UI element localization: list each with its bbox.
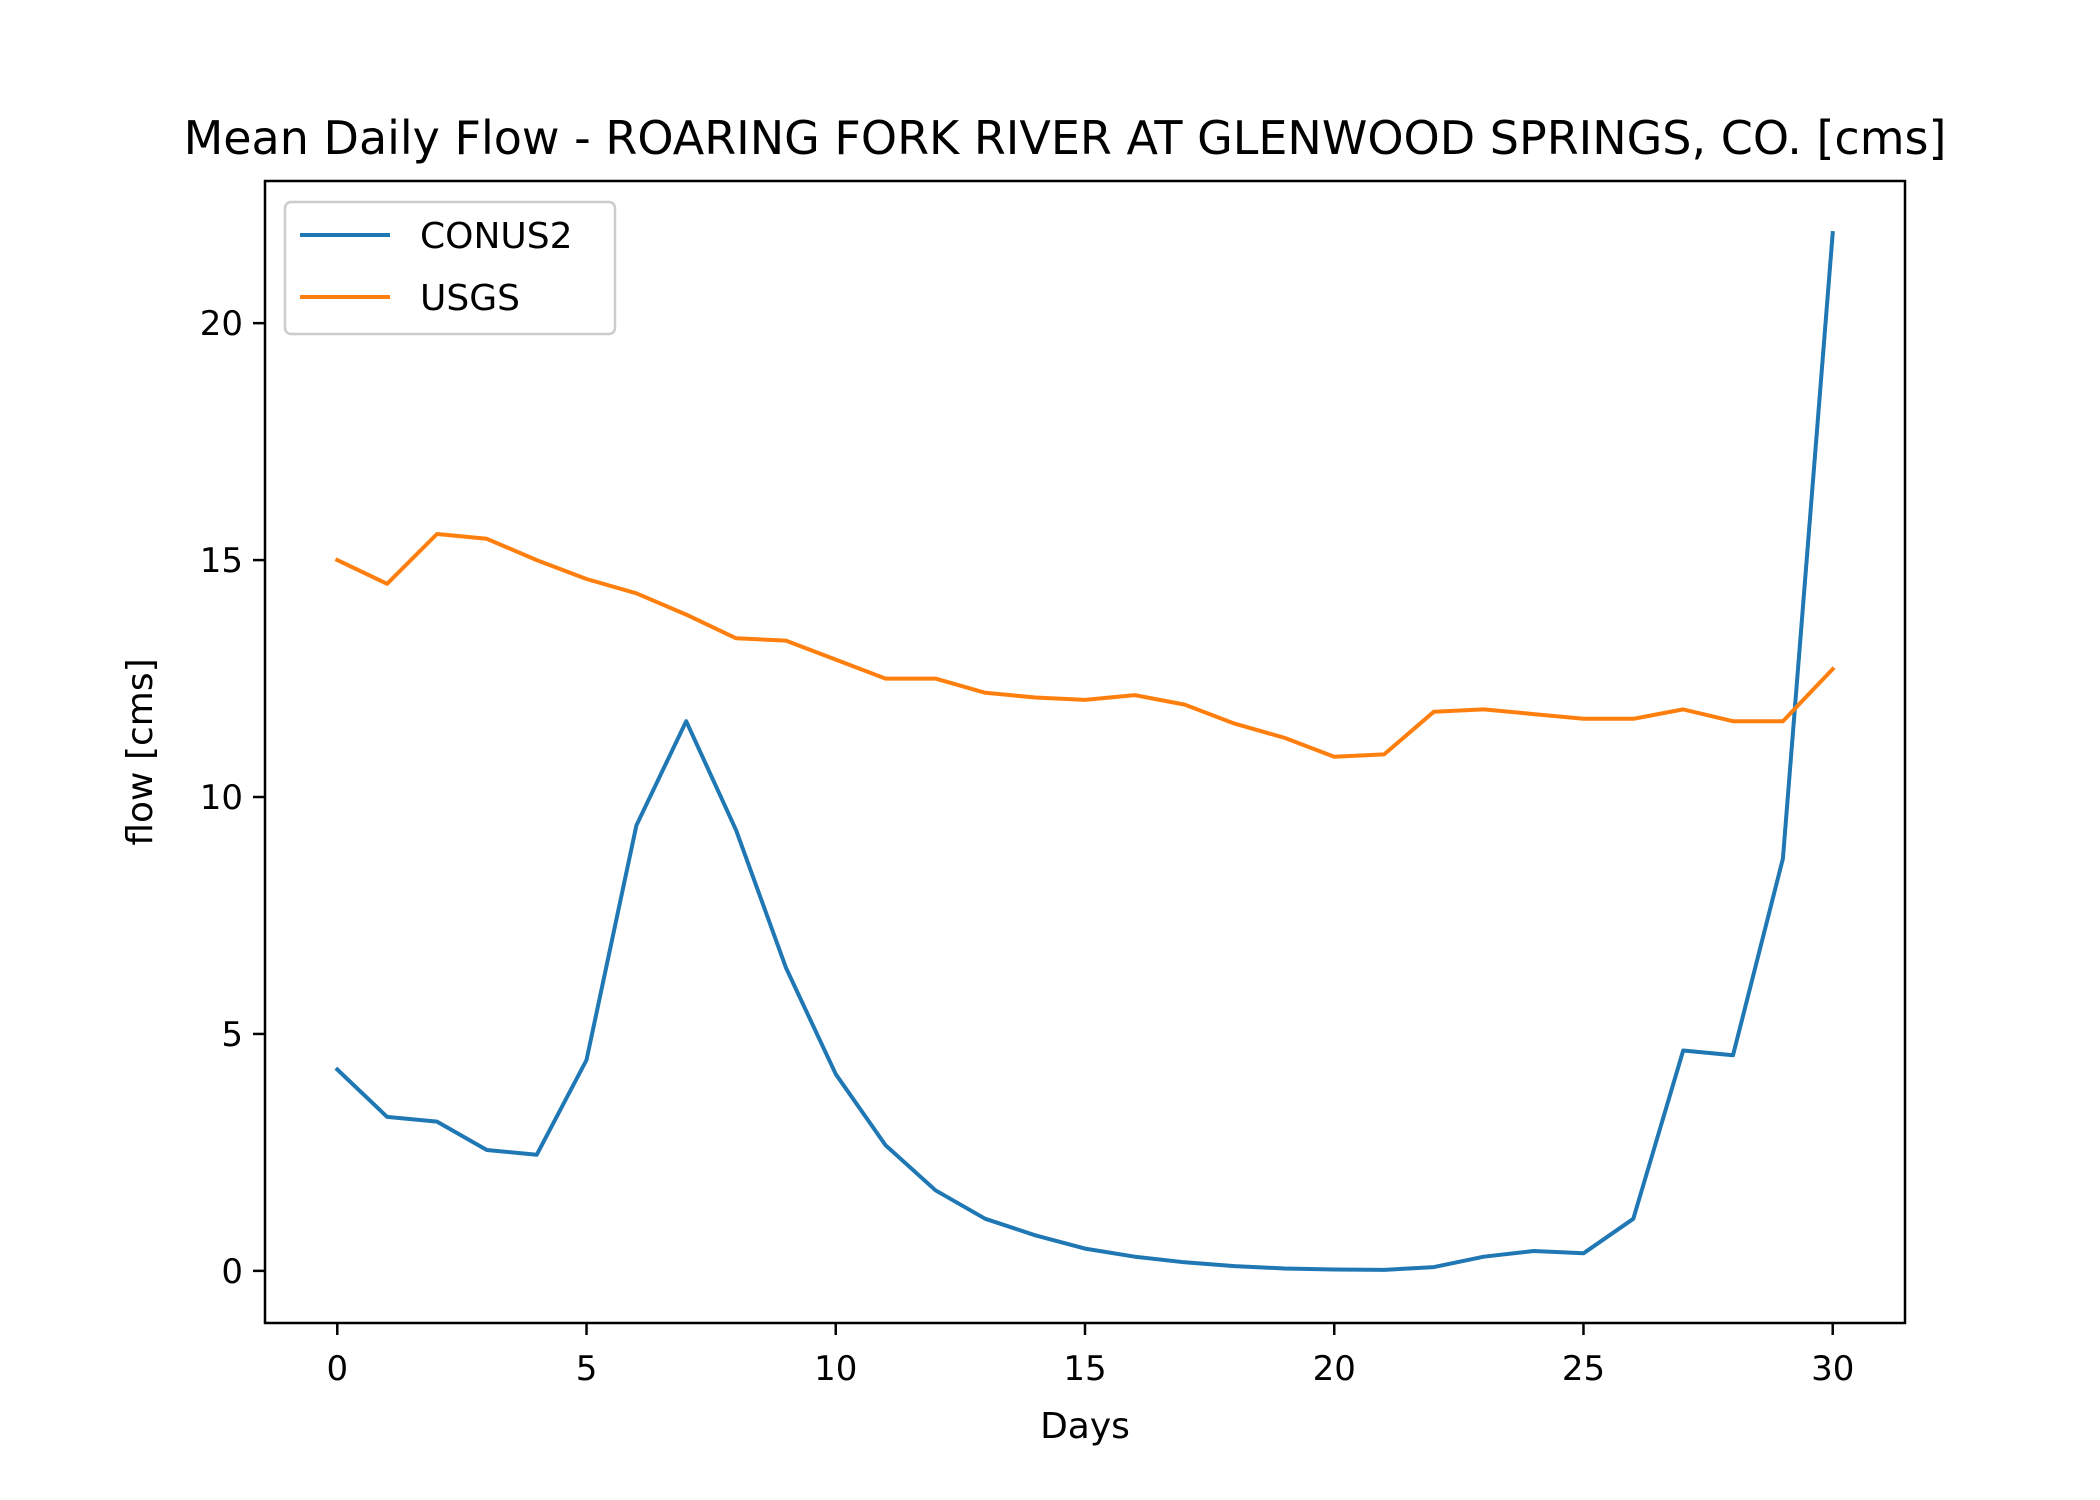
x-tick-label-0: 0 xyxy=(326,1349,348,1389)
y-tick-label-15: 15 xyxy=(200,541,243,581)
x-tick-label-5: 5 xyxy=(576,1349,598,1389)
plot-frame xyxy=(263,179,1907,1325)
y-tick-label-0: 0 xyxy=(221,1252,243,1292)
legend-label-conus2: CONUS2 xyxy=(420,216,573,257)
y-axis-label: flow [cms] xyxy=(120,658,161,845)
x-tick-label-10: 10 xyxy=(814,1349,857,1389)
y-tick-label-5: 5 xyxy=(221,1015,243,1055)
y-axis-ticks: 0 5 10 15 20 xyxy=(200,304,265,1292)
x-axis-ticks: 0 5 10 15 20 25 30 xyxy=(326,1323,1854,1389)
x-tick-label-30: 30 xyxy=(1811,1349,1854,1389)
legend-label-usgs: USGS xyxy=(420,278,520,319)
series-layer xyxy=(334,230,1836,1272)
x-tick-label-15: 15 xyxy=(1063,1349,1106,1389)
chart-title: Mean Daily Flow - ROARING FORK RIVER AT … xyxy=(184,111,1947,165)
x-tick-label-25: 25 xyxy=(1562,1349,1605,1389)
y-tick-label-10: 10 xyxy=(200,778,243,818)
legend: CONUS2 USGS xyxy=(283,200,617,336)
x-axis-label: Days xyxy=(1040,1406,1130,1447)
series-line-conus2 xyxy=(334,230,1835,1272)
series-line-usgs xyxy=(334,532,1836,759)
x-tick-label-20: 20 xyxy=(1313,1349,1356,1389)
y-tick-label-20: 20 xyxy=(200,304,243,344)
